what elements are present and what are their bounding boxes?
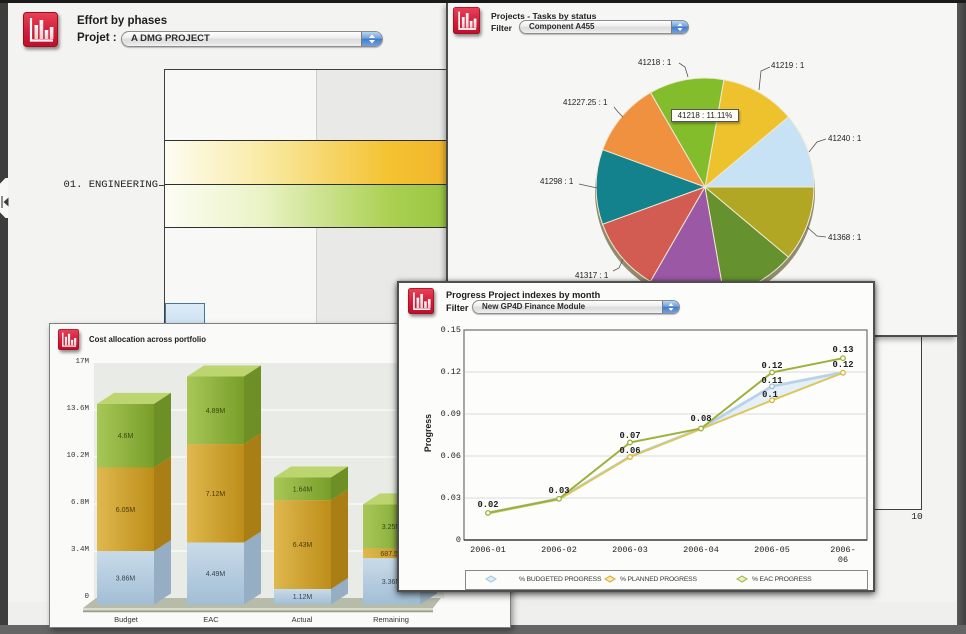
svg-text:4.89M: 4.89M <box>206 408 226 415</box>
svg-text:3.36M: 3.36M <box>382 579 402 586</box>
svg-text:687.5K: 687.5K <box>380 551 403 558</box>
svg-text:1.64M: 1.64M <box>293 486 313 493</box>
svg-text:4.6M: 4.6M <box>118 433 134 440</box>
svg-text:6.05M: 6.05M <box>116 507 136 514</box>
svg-text:3.25M: 3.25M <box>382 524 402 531</box>
svg-text:6.43M: 6.43M <box>293 542 313 549</box>
svg-text:3.86M: 3.86M <box>116 575 136 582</box>
svg-text:4.49M: 4.49M <box>206 571 226 578</box>
svg-text:7.12M: 7.12M <box>206 491 226 498</box>
svg-text:1.12M: 1.12M <box>293 594 313 601</box>
